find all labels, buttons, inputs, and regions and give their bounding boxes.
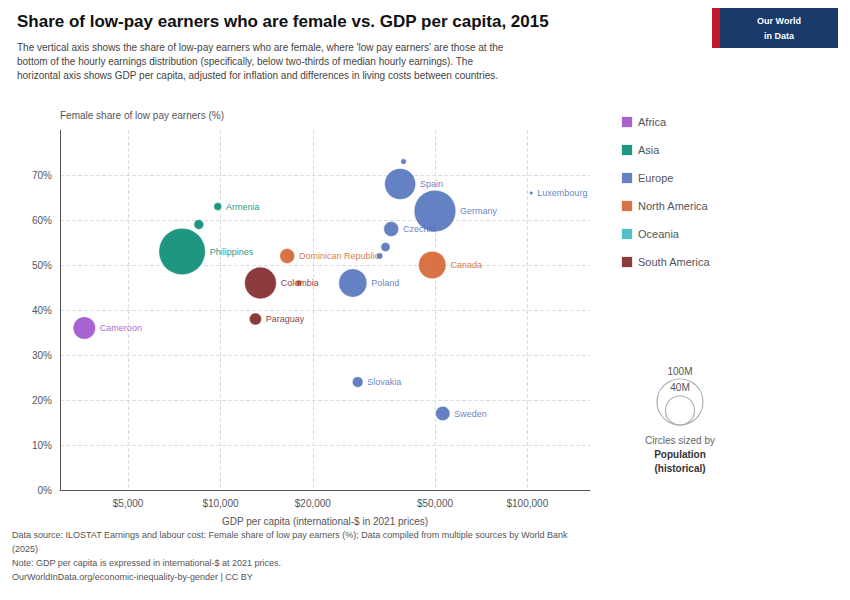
svg-text:$100,000: $100,000 [506, 498, 548, 509]
svg-text:60%: 60% [32, 215, 52, 226]
svg-text:Canada: Canada [450, 260, 482, 270]
svg-text:$20,000: $20,000 [295, 498, 332, 509]
svg-text:Poland: Poland [371, 278, 399, 288]
svg-text:OurWorldInData.org/economic-in: OurWorldInData.org/economic-inequality-b… [12, 572, 253, 582]
svg-text:Paraguay: Paraguay [266, 314, 305, 324]
svg-text:(2025): (2025) [12, 544, 38, 554]
svg-text:Czechia: Czechia [403, 224, 436, 234]
svg-text:Luxembourg: Luxembourg [537, 188, 587, 198]
svg-text:40%: 40% [32, 305, 52, 316]
svg-text:10%: 10% [32, 440, 52, 451]
svg-text:Sweden: Sweden [454, 409, 487, 419]
svg-text:North America: North America [638, 200, 709, 212]
svg-text:0%: 0% [38, 485, 53, 496]
svg-text:$5,000: $5,000 [113, 498, 144, 509]
svg-text:Philippines: Philippines [210, 247, 254, 257]
svg-text:bottom of the hourly earnings: bottom of the hourly earnings distributi… [17, 56, 473, 67]
svg-text:Female share of low pay earner: Female share of low pay earners (%) [60, 110, 224, 121]
svg-text:100M: 100M [667, 366, 692, 377]
svg-text:Dominican Republic: Dominican Republic [299, 251, 380, 261]
svg-text:$50,000: $50,000 [417, 498, 454, 509]
svg-text:Data source: ILOSTAT Earnings: Data source: ILOSTAT Earnings and labour… [12, 530, 568, 540]
svg-text:Note: GDP per capita is expres: Note: GDP per capita is expressed in int… [12, 558, 281, 568]
svg-text:Oceania: Oceania [638, 228, 680, 240]
svg-text:GDP per capita (international-: GDP per capita (international-$ in 2021 … [222, 516, 428, 527]
svg-text:$10,000: $10,000 [202, 498, 239, 509]
svg-text:Asia: Asia [638, 144, 660, 156]
svg-text:70%: 70% [32, 170, 52, 181]
svg-text:Spain: Spain [420, 179, 443, 189]
svg-text:Population: Population [654, 449, 706, 460]
svg-text:Colombia: Colombia [281, 278, 319, 288]
svg-text:South America: South America [638, 256, 710, 268]
svg-text:Circles sized by: Circles sized by [645, 435, 715, 446]
svg-text:Our World: Our World [757, 16, 801, 26]
svg-text:Slovakia: Slovakia [367, 377, 401, 387]
svg-text:50%: 50% [32, 260, 52, 271]
svg-text:horizontal axis shows GDP per: horizontal axis shows GDP per capita, ad… [17, 70, 498, 81]
svg-text:in Data: in Data [764, 31, 795, 41]
svg-text:30%: 30% [32, 350, 52, 361]
svg-text:(historical): (historical) [654, 463, 705, 474]
svg-text:Share of low-pay earners who a: Share of low-pay earners who are female … [17, 12, 549, 31]
svg-text:Africa: Africa [638, 116, 667, 128]
svg-text:Germany: Germany [460, 206, 498, 216]
svg-text:Armenia: Armenia [226, 202, 260, 212]
svg-text:40M: 40M [670, 382, 689, 393]
svg-text:Europe: Europe [638, 172, 673, 184]
svg-text:The vertical axis shows the sh: The vertical axis shows the share of low… [17, 42, 504, 53]
svg-text:Cameroon: Cameroon [100, 323, 142, 333]
svg-text:20%: 20% [32, 395, 52, 406]
